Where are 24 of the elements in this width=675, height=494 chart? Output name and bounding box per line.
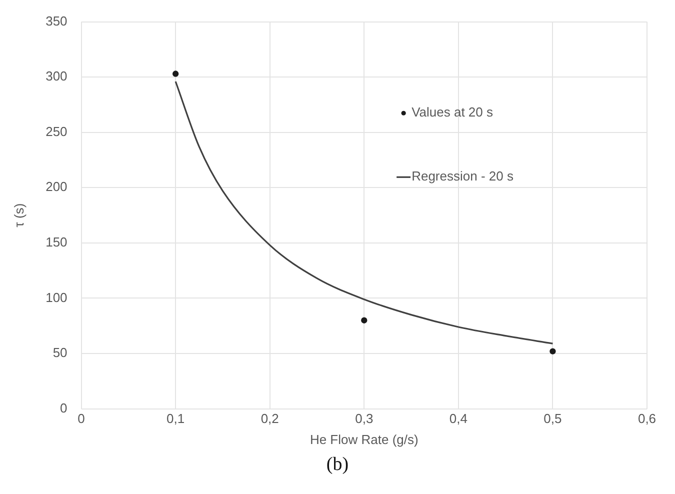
y-axis-title: τ (s)	[11, 203, 26, 228]
x-tick-label: 0,6	[638, 411, 656, 426]
x-tick-label: 0,1	[166, 411, 185, 426]
x-tick-label: 0,5	[544, 411, 562, 426]
y-tick-label: 350	[46, 13, 68, 28]
y-tick-label: 300	[46, 68, 68, 84]
x-tick-label: 0,3	[355, 411, 374, 426]
x-tick-label: 0,2	[260, 411, 279, 426]
y-tick-label: 0	[60, 400, 68, 416]
y-tick-label: 150	[46, 234, 68, 250]
y-tick-label: 50	[52, 345, 68, 360]
x-tick-label: 0	[78, 411, 85, 426]
line-series	[174, 80, 554, 344]
y-tick-label: 100	[46, 290, 68, 305]
text: (b)	[325, 454, 350, 476]
legend-label: Regression - 20 s	[412, 168, 514, 184]
x-axis-title: He Flow Rate (g/s)	[310, 432, 418, 447]
x-tick-label: 0,4	[449, 411, 468, 426]
y-tick-label: 200	[46, 179, 68, 194]
point	[361, 317, 368, 324]
legend-label: Values at 20 s	[412, 104, 494, 120]
point	[172, 70, 179, 77]
point	[550, 348, 556, 354]
y-tick-label: 250	[46, 124, 68, 139]
